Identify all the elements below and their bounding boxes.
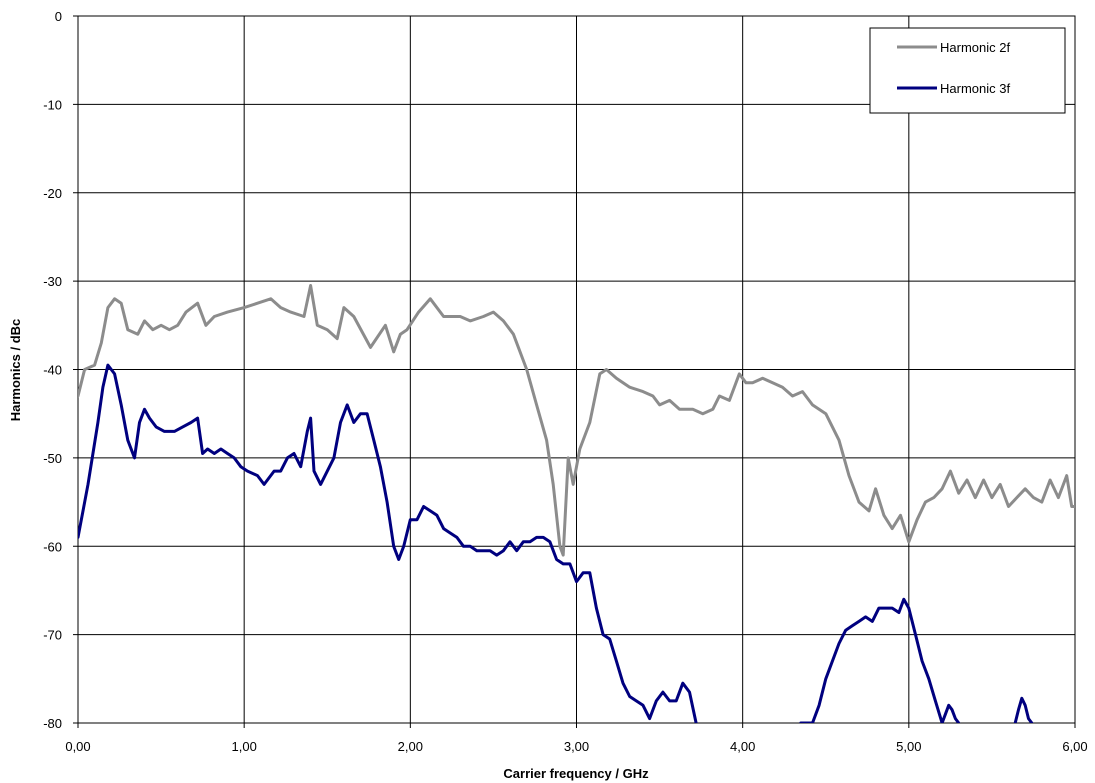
x-tick-label: 4,00 [730,739,755,754]
y-tick-label: -50 [43,451,62,466]
series-line-harmonic-3f-1 [78,363,698,723]
series-line-harmonic-3f-2 [799,597,961,723]
x-tick-label: 5,00 [896,739,921,754]
legend-label-harmonic-3f: Harmonic 3f [940,81,1010,96]
x-tick-labels: 0,00 1,00 2,00 3,00 4,00 5,00 6,00 [65,739,1087,754]
x-tick-label: 1,00 [232,739,257,754]
y-tick-label: -70 [43,628,62,643]
y-tick-label: 0 [55,9,62,24]
y-tick-label: -20 [43,186,62,201]
x-tick-label: 2,00 [398,739,423,754]
grid-lines [73,15,1076,728]
legend: Harmonic 2f Harmonic 3f [869,27,1066,114]
y-tick-label: -80 [43,716,62,731]
x-axis-title: Carrier frequency / GHz [503,766,649,781]
x-tick-label: 0,00 [65,739,90,754]
y-tick-label: -30 [43,274,62,289]
series-line-harmonic-2f-0 [78,284,1075,557]
x-tick-label: 6,00 [1062,739,1087,754]
legend-box [869,27,1066,114]
legend-label-harmonic-2f: Harmonic 2f [940,40,1010,55]
y-axis-title: Harmonics / dBc [8,319,23,422]
plot-area-frame [77,15,1076,724]
series-layer [78,284,1075,723]
y-tick-label: -60 [43,539,62,554]
x-tick-label: 3,00 [564,739,589,754]
y-tick-label: -10 [43,97,62,112]
y-tick-label: -40 [43,363,62,378]
series-line-harmonic-3f-3 [1013,696,1034,723]
y-tick-labels: 0 -10 -20 -30 -40 -50 -60 -70 -80 [43,9,62,731]
